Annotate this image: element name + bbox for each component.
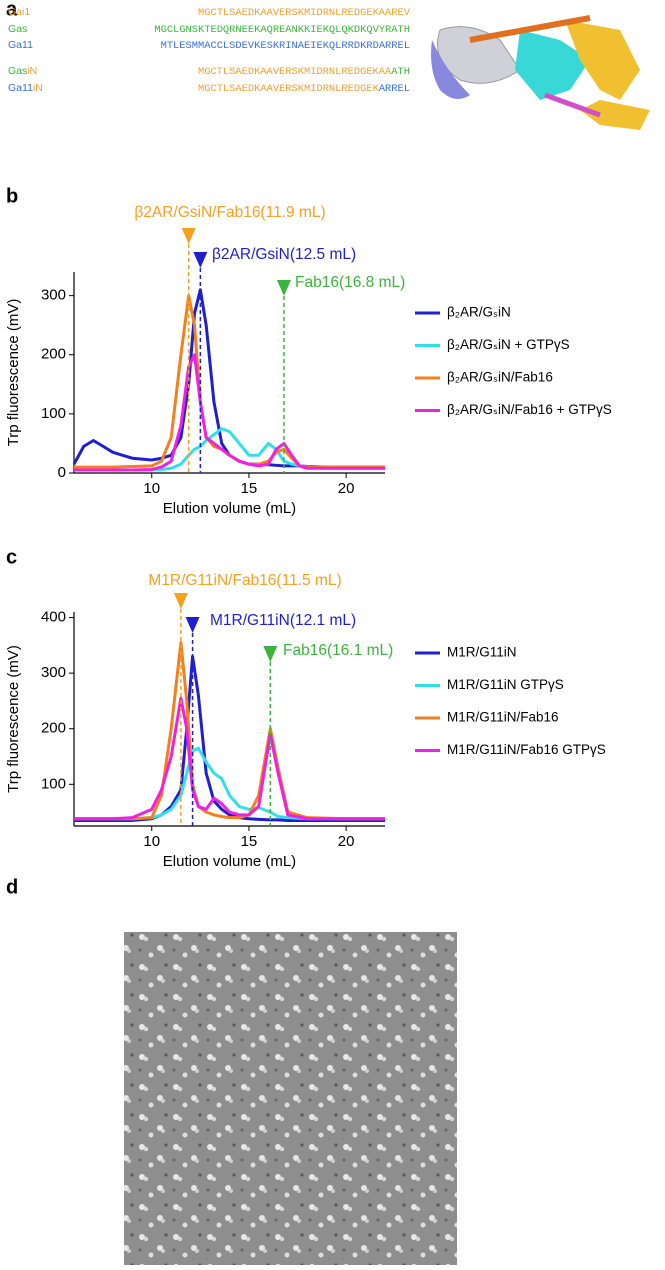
sequence: MGCTLSAEDKAAVERSKMIDRNLREDGEKAAREV: [198, 7, 411, 19]
x-tick-label: 10: [143, 480, 160, 497]
annotation-arrow: [181, 228, 196, 244]
name-part: Gas: [8, 23, 27, 35]
y-tick-label: 300: [41, 287, 66, 304]
sequence: MGCTLSAEDKAAVERSKMIDRNLREDGEKAAATH: [198, 66, 410, 78]
x-axis-label: Elution volume (mL): [163, 853, 296, 870]
em-micrograph: [124, 932, 457, 1265]
legend-label: β₂AR/GₛiN/Fab16: [447, 370, 553, 385]
legend-label: M1R/G11iN/Fab16 GTPγS: [447, 742, 606, 757]
sequence-part: MGCTLSAEDKAAVERSKMIDRNLREDGEK: [198, 83, 380, 95]
annotation-label: Fab16(16.1 mL): [283, 642, 393, 659]
sequence-part: MTLESMMACCLSDEVKESKRINAEIEKQLRRDKRDARREL: [161, 40, 410, 52]
sequence-name: Ga11: [8, 39, 33, 51]
data-line: [74, 696, 385, 821]
annotation-arrow: [263, 646, 278, 662]
legend-label: β₂AR/GₛiN/Fab16 + GTPγS: [447, 402, 612, 417]
panel-label: c: [6, 546, 17, 568]
annotation-label: β2AR/GsiN(12.5 mL): [212, 246, 356, 263]
data-line: [74, 294, 385, 469]
x-tick-label: 15: [241, 480, 258, 497]
annotation-label: Fab16(16.8 mL): [295, 274, 405, 291]
name-part: iN: [27, 65, 37, 77]
data-line: [74, 746, 385, 821]
y-tick-label: 0: [58, 464, 66, 481]
x-axis-label: Elution volume (mL): [163, 500, 296, 517]
y-tick-label: 200: [41, 346, 66, 363]
legend-label: M1R/G11iN/Fab16: [447, 710, 559, 725]
name-part: Ga11: [8, 39, 33, 51]
sequence-name: Gas: [8, 23, 27, 35]
name-part: Gas: [8, 65, 27, 77]
annotation-label: β2AR/GsiN/Fab16(11.9 mL): [134, 204, 325, 221]
annotation-label: M1R/G11iN/Fab16(11.5 mL): [148, 572, 341, 589]
y-axis-label: Trp fluorescence (mV): [5, 645, 22, 793]
sequence: MGCLGNSKTEDQRNEEKAQREANKKIEKQLQKDKQVYRAT…: [154, 24, 410, 36]
structure: [431, 15, 650, 130]
sequence-name: GasiN: [8, 65, 37, 77]
sequence-part: MGCLGNSKTEDQRNEEKAQREANKKIEKQLQKDKQVYRAT…: [154, 24, 410, 36]
name-part: Gai1: [8, 6, 30, 18]
y-axis-label: Trp fluorescence (mV): [5, 299, 22, 447]
sequence-name: Gai1: [8, 6, 30, 18]
sequence-part: ATH: [391, 66, 410, 78]
panel-label: d: [6, 876, 18, 898]
legend-label: β₂AR/GₛiN: [447, 305, 511, 320]
y-tick-label: 100: [41, 775, 66, 792]
name-part: iN: [33, 82, 43, 94]
legend-label: β₂AR/GₛiN + GTPγS: [447, 337, 570, 352]
y-tick-label: 200: [41, 720, 66, 737]
sequence-name: Ga11iN: [8, 82, 43, 94]
x-tick-label: 15: [241, 833, 258, 850]
sequence-part: MGCTLSAEDKAAVERSKMIDRNLREDGEKAAREV: [198, 7, 411, 19]
name-part: Ga11: [8, 82, 33, 94]
sequence-part: ARREL: [379, 83, 410, 95]
x-tick-label: 20: [338, 480, 355, 497]
panel-label: b: [6, 185, 18, 207]
x-tick-label: 10: [143, 833, 160, 850]
y-tick-label: 100: [41, 405, 66, 422]
annotation-arrow: [173, 593, 188, 609]
y-tick-label: 300: [41, 664, 66, 681]
annotation-arrow: [185, 617, 200, 633]
data-line: [74, 427, 385, 472]
y-tick-label: 400: [41, 609, 66, 626]
legend-label: M1R/G11iN GTPγS: [447, 677, 564, 692]
annotation-arrow: [193, 252, 208, 268]
sequence-part: MGCTLSAEDKAAVERSKMIDRNLREDGEKAA: [198, 66, 392, 78]
x-tick-label: 20: [338, 833, 355, 850]
data-line: [72, 288, 385, 469]
annotation-arrow: [276, 280, 291, 296]
annotation-label: M1R/G11iN(12.1 mL): [210, 612, 356, 629]
data-line: [74, 353, 385, 472]
legend-label: M1R/G11iN: [447, 645, 517, 660]
sequence: MGCTLSAEDKAAVERSKMIDRNLREDGEKARREL: [198, 83, 410, 95]
panel-label: a: [6, 0, 18, 20]
sequence: MTLESMMACCLSDEVKESKRINAEIEKQLRRDKRDARREL: [161, 40, 410, 52]
